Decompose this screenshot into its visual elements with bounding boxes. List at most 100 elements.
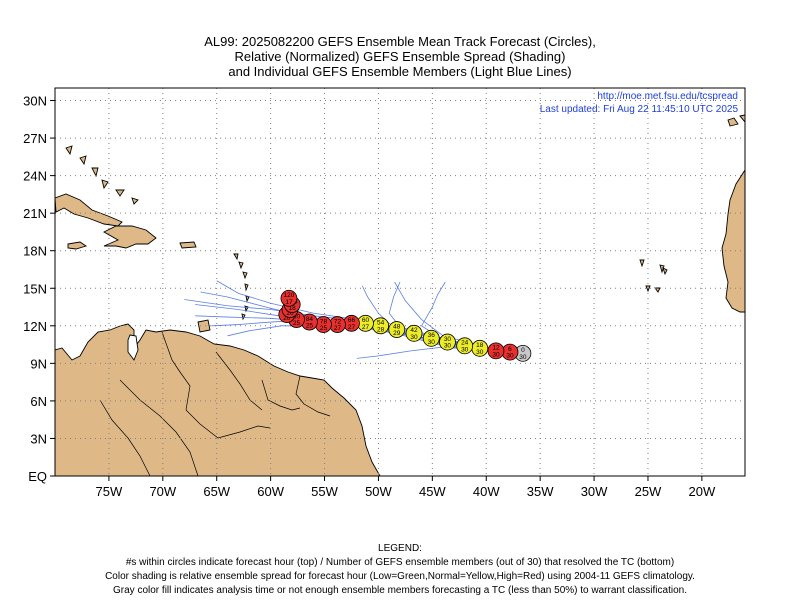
- legend-line-2: Color shading is relative ensemble sprea…: [105, 571, 695, 582]
- cape-verde-islands: [639, 259, 668, 293]
- lat-tick-label: EQ: [28, 469, 47, 484]
- track-point-hour: 84: [306, 316, 314, 323]
- track-point-members: 27: [334, 325, 342, 332]
- track-point-hour: 0: [521, 347, 525, 354]
- track-point-circle: [422, 329, 440, 347]
- track-point-members: 25: [306, 323, 314, 330]
- lake-maracaibo: [127, 334, 139, 361]
- track-point-hour: 48: [393, 323, 401, 330]
- track-point-hour: 78: [320, 318, 328, 325]
- track-point-circle: [456, 337, 474, 355]
- lon-tick-label: 25W: [635, 484, 662, 499]
- track-point: 630: [501, 343, 519, 361]
- title-line-1: AL99: 2025082200 GEFS Ensemble Mean Trac…: [204, 34, 596, 49]
- track-point-circle: [280, 289, 298, 307]
- lat-tick-label: 30N: [23, 94, 47, 109]
- track-point-members: 30: [410, 334, 418, 341]
- lon-tick-label: 30W: [581, 484, 608, 499]
- lat-tick-label: 12N: [23, 319, 47, 334]
- lat-tick-label: 18N: [23, 244, 47, 259]
- track-point-members: 30: [476, 349, 484, 356]
- lon-tick-label: 75W: [96, 484, 123, 499]
- track-point-hour: 42: [410, 327, 418, 334]
- credit-updated: Last updated: Fri Aug 22 11:45:10 UTC 20…: [540, 104, 739, 115]
- track-point-hour: 30: [444, 336, 452, 343]
- track-point-hour: 120: [284, 292, 295, 299]
- jamaica: [67, 241, 88, 250]
- track-point-members: 30: [444, 343, 452, 350]
- track-point-members: 17: [285, 299, 293, 306]
- map-frame: [54, 87, 746, 477]
- legend-heading: LEGEND:: [378, 543, 422, 554]
- lat-tick-label: 15N: [23, 281, 47, 296]
- track-point-hour: 72: [334, 318, 342, 325]
- credit-url: http://moe.met.fsu.edu/tcspread: [597, 91, 738, 102]
- lat-tick-label: 24N: [23, 169, 47, 184]
- lon-tick-label: 45W: [419, 484, 446, 499]
- track-point-circle: [487, 342, 505, 360]
- track-point-circle: [405, 324, 423, 342]
- track-point-members: 30: [519, 354, 527, 361]
- lat-tick-label: 21N: [23, 206, 47, 221]
- bahamas-islands: [65, 145, 139, 205]
- lat-tick-label: 27N: [23, 131, 47, 146]
- track-point-members: 30: [506, 353, 514, 360]
- ensemble-mean-track: 0306301230183024303030363042304829542860…: [278, 289, 532, 362]
- title-line-3: and Individual GEFS Ensemble Members (Li…: [228, 64, 572, 79]
- track-point: 030: [514, 344, 532, 362]
- lon-tick-label: 60W: [257, 484, 284, 499]
- track-point-hour: 90: [293, 313, 301, 320]
- track-point-circle: [388, 321, 406, 338]
- lon-tick-label: 70W: [149, 484, 176, 499]
- track-point-members: 29: [393, 330, 401, 337]
- legend-line-3: Gray color fill indicates analysis time …: [113, 585, 687, 596]
- track-point-members: 25: [320, 325, 328, 332]
- trinidad: [197, 319, 211, 333]
- track-point-hour: 18: [476, 342, 484, 349]
- latitude-axis: EQ 3N 6N 9N 12N 15N 18N 21N 24N 27N 30N: [23, 94, 55, 484]
- land-masses: [55, 114, 745, 476]
- lon-tick-label: 65W: [203, 484, 230, 499]
- track-point-members: 20: [283, 315, 291, 322]
- legend: LEGEND: #s within circles indicate forec…: [0, 542, 800, 598]
- track-point-members: 25: [293, 320, 301, 327]
- track-point-hour: 54: [377, 320, 385, 327]
- track-point-hour: 66: [348, 317, 356, 324]
- lesser-antilles: [233, 253, 250, 321]
- africa-landmass: [721, 169, 745, 313]
- lat-tick-label: 9N: [30, 356, 47, 371]
- puerto-rico: [179, 241, 197, 249]
- lon-tick-label: 35W: [527, 484, 554, 499]
- track-point-hour: 60: [362, 317, 370, 324]
- track-point-hour: 12: [492, 345, 500, 352]
- track-point-members: 27: [348, 324, 356, 331]
- lon-tick-label: 50W: [365, 484, 392, 499]
- track-point-hour: 24: [461, 340, 469, 347]
- track-point-members: 20: [286, 310, 294, 317]
- south-america-landmass: [55, 323, 381, 476]
- hispaniola: [103, 225, 157, 249]
- title-line-2: Relative (Normalized) GEFS Ensemble Spre…: [234, 49, 566, 64]
- track-point-members: 28: [377, 326, 385, 333]
- lon-tick-label: 55W: [311, 484, 338, 499]
- canary-islands: [727, 114, 745, 127]
- chart-title: AL99: 2025082200 GEFS Ensemble Mean Trac…: [0, 34, 800, 79]
- track-point-members: 18: [289, 305, 297, 312]
- track-point-members: 27: [362, 324, 370, 331]
- track-point-members: 30: [461, 346, 469, 353]
- country-borders: [99, 331, 331, 476]
- lat-tick-label: 3N: [30, 431, 47, 446]
